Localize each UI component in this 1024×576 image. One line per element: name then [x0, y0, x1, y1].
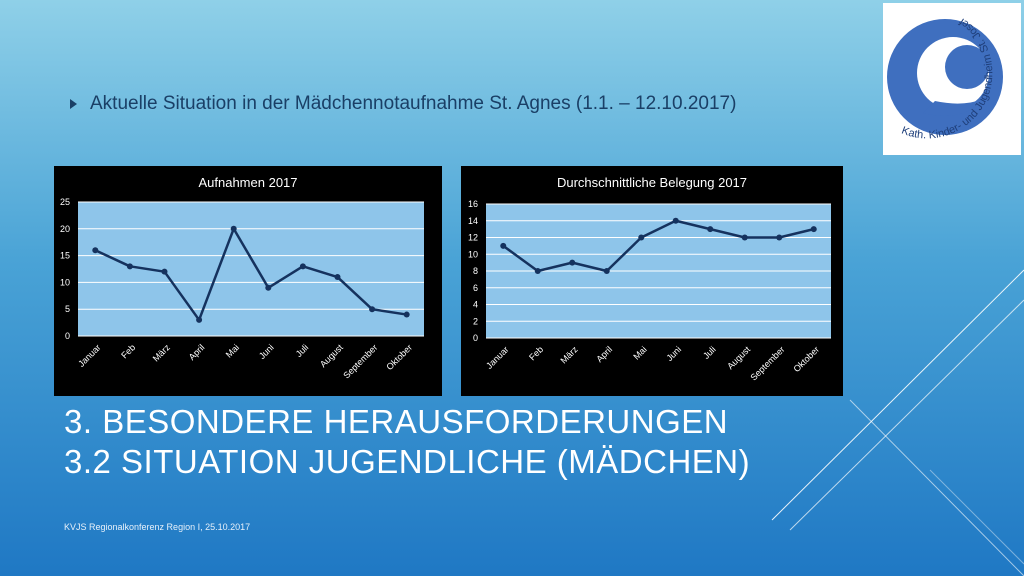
y-tick-label: 5	[65, 304, 70, 314]
series-line	[502, 219, 815, 273]
data-point	[534, 268, 541, 274]
data-point	[299, 263, 306, 270]
x-tick-label: September	[748, 344, 786, 382]
x-tick-label: März	[558, 344, 580, 366]
y-tick-label: 0	[473, 333, 478, 343]
data-point	[196, 316, 203, 323]
data-point	[403, 311, 410, 318]
bullet-point: Aktuelle Situation in der Mädchennotaufn…	[70, 92, 790, 116]
data-point	[161, 268, 168, 275]
bullet-text: Aktuelle Situation in der Mädchennotaufn…	[90, 93, 737, 114]
y-tick-label: 14	[468, 216, 478, 226]
x-tick-label: Januar	[484, 344, 511, 371]
y-tick-label: 4	[473, 300, 478, 310]
footer-text: KVJS Regionalkonferenz Region I, 25.10.2…	[64, 522, 251, 532]
x-tick-label: Mai	[224, 342, 241, 359]
chart-title: Durchschnittliche Belegung 2017	[557, 175, 747, 190]
x-tick-label: September	[341, 342, 379, 380]
x-tick-label: Oktober	[791, 344, 821, 374]
data-point	[500, 242, 507, 249]
y-tick-label: 2	[473, 316, 478, 326]
data-point	[369, 306, 376, 313]
chart-aufnahmen: Aufnahmen 2017 0 5 10 15 20 25 Januar Feb März Apr…	[54, 166, 442, 396]
data-point	[230, 225, 237, 232]
x-tick-label: Juni	[664, 344, 683, 363]
y-tick-label: 0	[65, 331, 70, 341]
bullet-arrow-icon	[70, 99, 77, 109]
x-tick-label: Juni	[257, 342, 276, 361]
data-point	[92, 247, 99, 254]
x-tick-label: April	[187, 342, 207, 362]
logo-graphic: Kath. Kinder- und Jugendheim St. Josef	[887, 15, 1003, 141]
data-point	[672, 217, 679, 224]
x-tick-label: April	[594, 344, 614, 364]
slide-heading: 3. BESONDERE HERAUSFORDERUNGEN 3.2 SITUA…	[64, 402, 750, 482]
heading-line-1: 3. BESONDERE HERAUSFORDERUNGEN	[64, 403, 729, 440]
series-line	[94, 227, 407, 322]
data-point	[741, 234, 748, 241]
data-point	[638, 234, 645, 241]
y-tick-label: 10	[468, 249, 478, 259]
data-point	[126, 263, 133, 270]
x-tick-label: Juli	[294, 342, 311, 359]
data-point	[603, 268, 610, 274]
x-tick-label: Oktober	[384, 342, 414, 372]
x-tick-label: Feb	[527, 344, 545, 362]
data-point	[334, 274, 341, 281]
x-tick-label: August	[725, 344, 752, 371]
x-tick-label: Mai	[631, 344, 648, 361]
data-point	[569, 259, 576, 266]
data-point	[810, 226, 817, 233]
chart-belegung: Durchschnittliche Belegung 2017 0 2 4 6 8 10 12…	[461, 166, 843, 396]
y-tick-label: 6	[473, 283, 478, 293]
chart-title: Aufnahmen 2017	[198, 175, 297, 190]
y-tick-label: 8	[473, 266, 478, 276]
data-point	[707, 226, 714, 233]
plot-area	[78, 202, 424, 336]
x-tick-label: Januar	[76, 342, 103, 369]
chart-belegung-svg: Durchschnittliche Belegung 2017 0 2 4 6 8 10 12…	[468, 175, 831, 383]
x-tick-label: Feb	[119, 342, 137, 360]
data-point	[776, 234, 783, 241]
heading-line-2: 3.2 SITUATION JUGENDLICHE (MÄDCHEN)	[64, 443, 751, 480]
y-tick-label: 15	[60, 251, 70, 261]
data-point	[265, 284, 272, 291]
x-tick-label: Juli	[701, 344, 718, 361]
y-tick-label: 16	[468, 199, 478, 209]
y-tick-label: 10	[60, 277, 70, 287]
logo: Kath. Kinder- und Jugendheim St. Josef	[883, 3, 1021, 155]
y-tick-label: 20	[60, 224, 70, 234]
x-tick-label: März	[151, 342, 173, 364]
y-tick-label: 12	[468, 233, 478, 243]
x-tick-label: August	[318, 342, 345, 369]
chart-aufnahmen-svg: Aufnahmen 2017 0 5 10 15 20 25 Januar Feb März Apr…	[60, 175, 424, 381]
y-tick-label: 25	[60, 197, 70, 207]
